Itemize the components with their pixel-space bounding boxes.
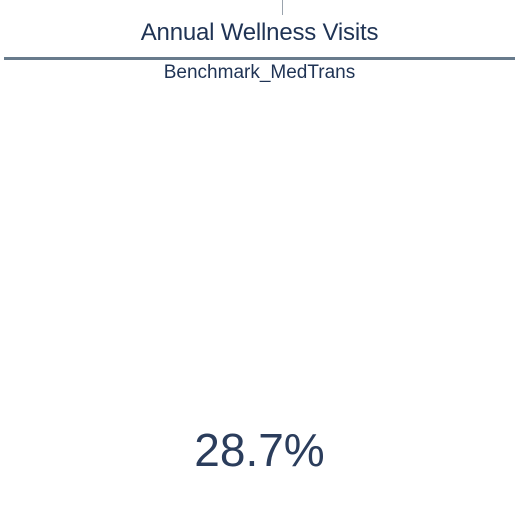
card-subtitle: Benchmark_MedTrans [163,62,356,83]
kpi-value: 28.7% [194,424,325,476]
top-divider-tick [282,0,283,15]
kpi-card: Annual Wellness Visits Benchmark_MedTran… [4,0,515,521]
card-title: Annual Wellness Visits [140,19,379,46]
title-divider [4,57,515,60]
